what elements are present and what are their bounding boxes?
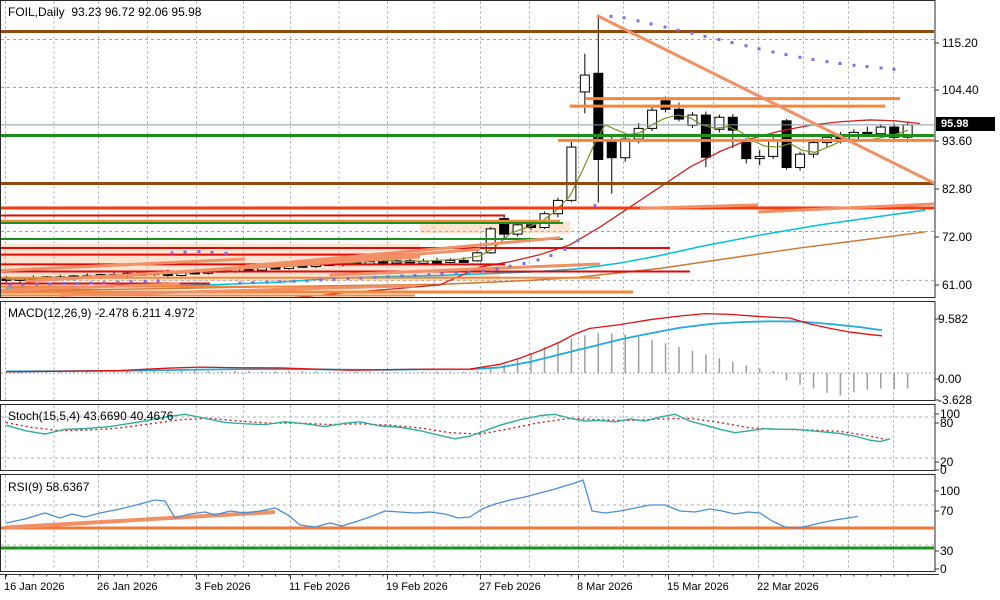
date-label: 19 Feb 2026 (386, 581, 448, 593)
indicator-axis-label: 9.582 (938, 312, 969, 326)
indicator-axis-label: 0 (940, 463, 947, 477)
price-axis-label: 115.20 (942, 36, 978, 50)
date-label: 3 Feb 2026 (195, 581, 251, 593)
stoch-title: Stoch(15,5,4) 43.6690 40.4676 (8, 409, 174, 423)
indicator-axis-label: 0 (940, 562, 947, 576)
indicator-axis-label: 100 (940, 484, 961, 498)
price-axis-label: 93.60 (942, 134, 973, 148)
date-label: 8 Mar 2026 (577, 581, 633, 593)
current-price-tag: 95.98 (936, 117, 995, 131)
symbol-title: FOIL,Daily 93.23 96.72 92.06 95.98 (8, 5, 202, 19)
date-label: 15 Mar 2026 (667, 581, 729, 593)
date-label: 26 Jan 2026 (97, 581, 158, 593)
indicator-axis-label: 20 (940, 455, 954, 469)
price-axis-label: 82.80 (942, 182, 973, 196)
macd-title: MACD(12,26,9) -2.478 6.211 4.972 (8, 306, 195, 320)
rsi-title: RSI(9) 58.6367 (8, 480, 90, 494)
price-axis-label: 61.00 (942, 278, 973, 292)
indicator-axis-label: 70 (940, 504, 954, 518)
indicator-axis-label: 100 (940, 407, 961, 421)
indicator-axis-label: -3.628 (938, 393, 973, 407)
date-label: 22 Mar 2026 (757, 581, 819, 593)
date-label: 27 Feb 2026 (479, 581, 541, 593)
price-axis-label: 104.40 (942, 83, 979, 97)
date-label: 16 Jan 2026 (4, 581, 65, 593)
indicator-axis-label: 0.00 (938, 372, 962, 386)
indicator-axis-label: 30 (940, 544, 954, 558)
date-label: 11 Feb 2026 (289, 581, 350, 593)
price-axis-label: 72.00 (942, 230, 973, 244)
indicator-axis-label: 80 (940, 416, 954, 430)
